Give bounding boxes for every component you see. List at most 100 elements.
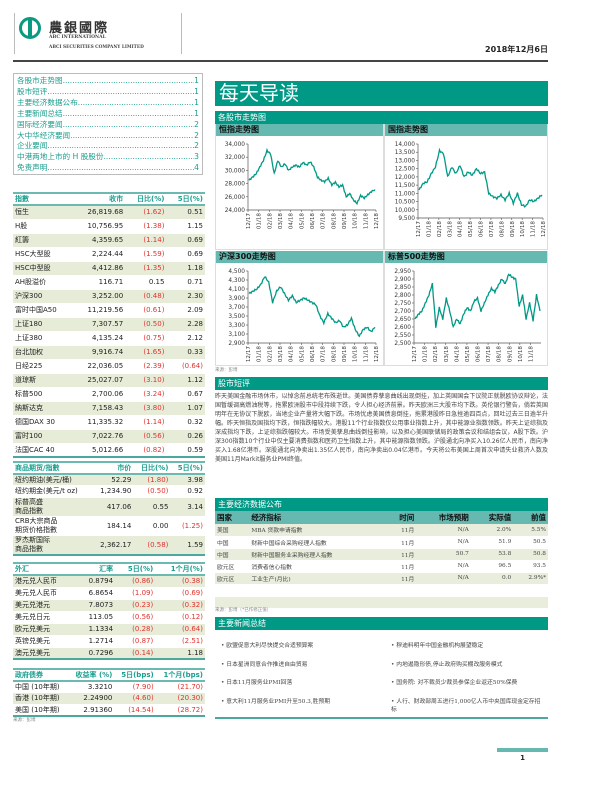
cell-value: 11月 [385, 524, 417, 537]
x-tick-label: 04/18 [454, 346, 460, 363]
chart-panel: 2,900 3,100 3,300 3,500 3,700 3,900 4,100 4,300… [215, 251, 384, 366]
row-label: 美元兑日元 [13, 611, 77, 624]
toc-leader [63, 120, 195, 131]
cell-value: 7,307.57 [73, 317, 126, 332]
cell-value: (3.10) [125, 373, 167, 388]
cell-value: 50.7 [416, 548, 471, 561]
y-tick-label: 2,650 [394, 317, 411, 323]
toc-label: 大中华经济要闻 [17, 130, 71, 140]
column-header: 收市 [73, 192, 126, 206]
table-row: 香港 (10年期) 2.24900 (4.60) (20.30) [13, 692, 205, 705]
table-row: 美元兑人民币 6.8654 (1.09) (0.69) [13, 587, 205, 600]
toc-item[interactable]: 股市短评 1 [17, 87, 199, 98]
cell-value: 2.12 [166, 331, 205, 346]
cell-value: N/A [416, 536, 471, 549]
toc-item[interactable]: 主要新闻总结 1 [17, 109, 199, 120]
column-header: 1个月(%) [155, 562, 205, 576]
cell-value: 184.14 [91, 516, 134, 536]
news-item: • 欧盟促意大利尽快提交合适预算案 [221, 643, 314, 649]
cell-value: (7.90) [114, 681, 156, 693]
cell-value: 1.07 [166, 401, 205, 416]
table-row: 罗杰斯国际 商品指數 2,362.17 (0.58) 1.59 [13, 535, 205, 556]
abc-logo-icon [19, 17, 41, 39]
toc-leader [63, 76, 195, 87]
cell-value: 0.7296 [76, 647, 116, 660]
toc-item[interactable]: 国际经济要闻 2 [17, 120, 199, 131]
column-header: 市价 [91, 461, 134, 475]
table-header: 外汇 汇率 5日(%) 1个月(%) [13, 562, 205, 576]
x-tick-label: 10/18 [518, 346, 524, 363]
toc-item[interactable]: 大中华经济要闻 2 [17, 131, 199, 142]
x-tick-label: 12/18 [374, 346, 380, 363]
table-of-contents: 各股市走势图1股市短评1主要经济数据公布1主要新闻总结1国际经济要闻2大中华经济… [13, 73, 203, 175]
toc-label: 主要新闻总结 [17, 108, 63, 118]
price-line [248, 147, 376, 206]
cell-value: 0.8794 [76, 575, 116, 588]
cell-value: 10,756.95 [73, 219, 126, 234]
cell-value: 0.26 [166, 429, 205, 444]
toc-item[interactable]: 企业要闻 2 [17, 141, 199, 152]
table-row: 欧元区 消费者信心指數 11月 N/A 96.5 93.5 [215, 560, 548, 573]
cell-value: (1.14) [125, 233, 167, 248]
toc-item[interactable]: 免责声明 4 [17, 163, 199, 174]
x-tick-label: 04/18 [458, 221, 464, 238]
y-tick-label: 13,000 [395, 158, 416, 164]
logo-chinese-name: 農銀國際 [49, 21, 110, 36]
news-item: • 人行、财政部周五进行1,000亿人币中央国库现金定存招标 [391, 698, 541, 713]
toc-page: 1 [194, 97, 199, 107]
toc-label: 国际经济要闻 [17, 119, 63, 129]
table-row: 纽约期金(美元/t oz) 1,234.90 (0.50) 0.92 [13, 485, 205, 498]
cell-value: 3,252.00 [73, 289, 126, 304]
news-summary: • 欧盟促意大利尽快提交合适预算案 • 日本星洲同意合作推进自由贸易 • 日本11月… [215, 630, 548, 719]
y-tick-label: 2,500 [394, 341, 411, 347]
toc-label: 主要经济数据公布 [17, 97, 78, 107]
x-tick-label: 03/18 [278, 213, 284, 230]
y-tick-label: 4,500 [228, 269, 245, 275]
cell-value: 50.5 [513, 536, 548, 549]
row-label: 美元兑人民币 [13, 587, 77, 600]
row-label: 纽约期金(美元/t oz) [13, 485, 92, 498]
cell-value: 0.0 [470, 572, 514, 585]
table-row: HSC中型股 4,412.86 (1.35) 1.18 [13, 261, 205, 276]
column-header: 指數 [13, 192, 74, 206]
row-label: HSC中型股 [13, 261, 74, 276]
cell-value: 0.69 [166, 233, 205, 248]
x-tick-label: 07/18 [486, 346, 492, 363]
cell-value: 1.18 [166, 261, 205, 276]
x-tick-label: 08/18 [331, 346, 337, 363]
cell-value: 51.9 [470, 536, 514, 549]
news-text: 意大利11月服务业PMI升至50.3,胜预期 [226, 698, 331, 705]
x-tick-label: 06/18 [479, 221, 485, 238]
y-tick-label: 14,000 [395, 142, 416, 148]
cell-value: 2.09 [166, 303, 205, 318]
toc-item[interactable]: 各股市走势图 1 [17, 76, 199, 87]
toc-leader [47, 163, 194, 174]
cell-value: N/A [416, 572, 471, 585]
column-header: 经济指标 [249, 511, 386, 524]
x-tick-label: 09/18 [507, 346, 513, 363]
toc-page: 1 [194, 76, 199, 85]
table-row: 美元兑港元 7.8073 (0.23) (0.32) [13, 599, 205, 612]
cell-value: (1.38) [125, 219, 167, 234]
y-tick-label: 2,750 [394, 301, 411, 307]
cell-value: (1.14) [125, 415, 167, 430]
toc-item[interactable]: 主要经济数据公布 1 [17, 98, 199, 109]
toc-item[interactable]: 中港两地上市的 H 股股份 3 [17, 152, 199, 163]
cell-value: (1.62) [125, 205, 167, 220]
x-tick-label: 06/18 [310, 346, 316, 363]
table-row: AH股溢价 116.71 0.15 0.71 [13, 275, 205, 290]
chart-title: 恒指走势图 [216, 124, 383, 136]
table-row: CRB大宗商品 期货价格指數 184.14 0.00 (1.25) [13, 516, 205, 536]
table-row: 标普高盛 商品指數 417.06 0.55 3.14 [13, 497, 205, 517]
table-row: 法国CAC 40 5,012.66 (0.82) 0.59 [13, 443, 205, 458]
cell-value: (0.56) [125, 429, 167, 444]
x-tick-label: 09/18 [342, 213, 348, 230]
row-label: 中国 (10年期) [13, 681, 69, 693]
news-text: 国务院: 对不裁员少裁员参保企业返还50%保费 [396, 680, 518, 686]
news-text: 人行、财政部周五进行1,000亿人币中央国库现金定存招标 [391, 698, 541, 713]
cell-value: 2.28 [166, 317, 205, 332]
table-row [215, 596, 548, 609]
cell-value: (0.82) [125, 443, 167, 458]
news-text: 内地遏隐形债,停止政府购买棚改服务模式 [396, 661, 503, 668]
row-label: 欧元兑美元 [13, 623, 77, 636]
